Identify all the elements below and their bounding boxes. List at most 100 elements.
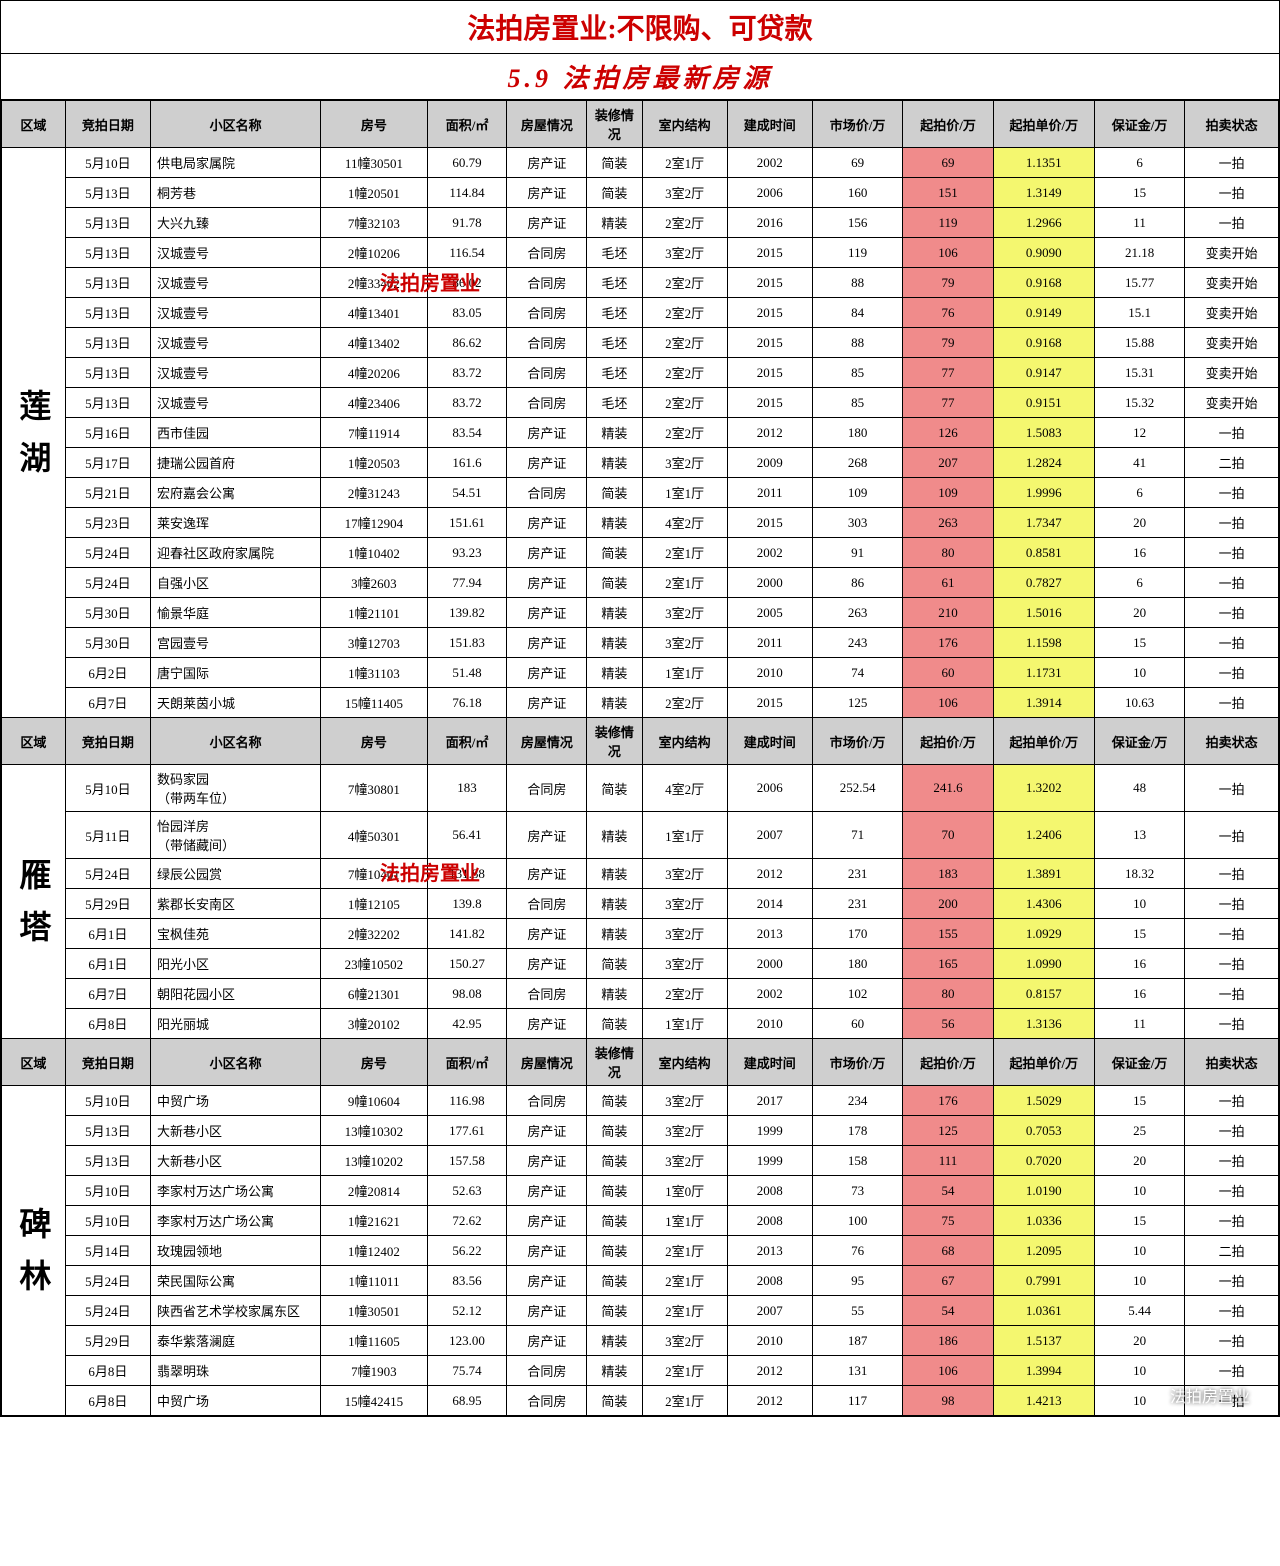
table-row: 莲湖5月10日供电局家属院11幢3050160.79房产证简装2室1厅20026… <box>2 148 1279 178</box>
cell: 126 <box>903 418 993 448</box>
cell: 4室2厅 <box>642 765 727 812</box>
col-header: 拍卖状态 <box>1185 1039 1279 1086</box>
cell: 2幢32202 <box>321 919 427 949</box>
cell: 3室2厅 <box>642 628 727 658</box>
cell: 2室1厅 <box>642 538 727 568</box>
cell: 131.88 <box>427 859 507 889</box>
cell: 简装 <box>587 1236 642 1266</box>
cell: 3室2厅 <box>642 178 727 208</box>
cell: 6 <box>1094 568 1184 598</box>
col-header: 面积/㎡ <box>427 718 507 765</box>
cell: 1幢31103 <box>321 658 427 688</box>
cell: 10 <box>1094 1266 1184 1296</box>
cell: 1.0190 <box>993 1176 1094 1206</box>
cell: 1幢12402 <box>321 1236 427 1266</box>
cell: 85 <box>812 388 902 418</box>
cell: 一拍 <box>1185 598 1279 628</box>
cell: 2室1厅 <box>642 568 727 598</box>
cell: 51.48 <box>427 658 507 688</box>
cell: 阳光小区 <box>150 949 320 979</box>
cell: 玫瑰园领地 <box>150 1236 320 1266</box>
cell: 5月24日 <box>65 1296 150 1326</box>
cell: 151.83 <box>427 628 507 658</box>
cell: 5月13日 <box>65 238 150 268</box>
table-row: 5月29日紫郡长安南区1幢12105139.8合同房精装3室2厅20142312… <box>2 889 1279 919</box>
cell: 263 <box>812 598 902 628</box>
cell: 3室2厅 <box>642 238 727 268</box>
col-header: 装修情况 <box>587 101 642 148</box>
col-header: 小区名称 <box>150 718 320 765</box>
cell: 1.9996 <box>993 478 1094 508</box>
cell: 1室1厅 <box>642 1206 727 1236</box>
cell: 2014 <box>727 889 812 919</box>
cell: 7幢11914 <box>321 418 427 448</box>
cell: 2010 <box>727 1009 812 1039</box>
cell: 56 <box>903 1009 993 1039</box>
cell: 2室1厅 <box>642 1266 727 1296</box>
cell: 宫园壹号 <box>150 628 320 658</box>
cell: 变卖开始 <box>1185 238 1279 268</box>
cell: 106 <box>903 1356 993 1386</box>
cell: 1.5137 <box>993 1326 1094 1356</box>
cell: 54 <box>903 1176 993 1206</box>
cell: 3室2厅 <box>642 598 727 628</box>
cell: 数码家园 （带两车位） <box>150 765 320 812</box>
cell: 1.3202 <box>993 765 1094 812</box>
cell: 54.51 <box>427 478 507 508</box>
table-row: 6月8日阳光丽城3幢2010242.95房产证简装1室1厅201060561.3… <box>2 1009 1279 1039</box>
cell: 20 <box>1094 508 1184 538</box>
col-header: 小区名称 <box>150 1039 320 1086</box>
table-row: 6月8日翡翠明珠7幢190375.74合同房精装2室1厅20121311061.… <box>2 1356 1279 1386</box>
cell: 5月13日 <box>65 358 150 388</box>
cell: 88 <box>812 328 902 358</box>
cell: 83.72 <box>427 358 507 388</box>
cell: 2室2厅 <box>642 208 727 238</box>
col-header: 保证金/万 <box>1094 101 1184 148</box>
cell: 7幢1903 <box>321 1356 427 1386</box>
cell: 房产证 <box>507 859 587 889</box>
cell: 2幢31243 <box>321 478 427 508</box>
cell: 一拍 <box>1185 949 1279 979</box>
cell: 0.9149 <box>993 298 1094 328</box>
cell: 5月13日 <box>65 178 150 208</box>
header-row: 区域竞拍日期小区名称房号面积/㎡房屋情况装修情况室内结构建成时间市场价/万起拍价… <box>2 101 1279 148</box>
cell: 5月24日 <box>65 568 150 598</box>
cell: 唐宁国际 <box>150 658 320 688</box>
cell: 1室1厅 <box>642 658 727 688</box>
cell: 0.9147 <box>993 358 1094 388</box>
table-row: 5月24日自强小区3幢260377.94房产证简装2室1厅200086610.7… <box>2 568 1279 598</box>
cell: 109 <box>812 478 902 508</box>
cell: 77.94 <box>427 568 507 598</box>
cell: 2室2厅 <box>642 979 727 1009</box>
cell: 2002 <box>727 148 812 178</box>
cell: 李家村万达广场公寓 <box>150 1176 320 1206</box>
cell: 简装 <box>587 538 642 568</box>
cell: 朝阳花园小区 <box>150 979 320 1009</box>
table-row: 5月10日李家村万达广场公寓2幢2081452.63房产证简装1室0厅20087… <box>2 1176 1279 1206</box>
cell: 2011 <box>727 478 812 508</box>
cell: 3室2厅 <box>642 1116 727 1146</box>
cell: 16 <box>1094 979 1184 1009</box>
cell: 2006 <box>727 765 812 812</box>
cell: 房产证 <box>507 178 587 208</box>
cell: 12 <box>1094 418 1184 448</box>
cell: 一拍 <box>1185 1146 1279 1176</box>
cell: 合同房 <box>507 238 587 268</box>
cell: 77 <box>903 358 993 388</box>
cell: 5月16日 <box>65 418 150 448</box>
cell: 0.9168 <box>993 268 1094 298</box>
cell: 5月29日 <box>65 889 150 919</box>
table-row: 5月13日汉城壹号4幢2020683.72合同房毛坯2室2厅201585770.… <box>2 358 1279 388</box>
cell: 86.62 <box>427 328 507 358</box>
cell: 精装 <box>587 979 642 1009</box>
cell: 桐芳巷 <box>150 178 320 208</box>
cell: 5月17日 <box>65 448 150 478</box>
cell: 3室2厅 <box>642 448 727 478</box>
cell: 简装 <box>587 1206 642 1236</box>
cell: 李家村万达广场公寓 <box>150 1206 320 1236</box>
cell: 3室2厅 <box>642 1086 727 1116</box>
cell: 150.27 <box>427 949 507 979</box>
table-row: 5月14日玫瑰园领地1幢1240256.22房产证简装2室1厅201376681… <box>2 1236 1279 1266</box>
cell: 一拍 <box>1185 148 1279 178</box>
cell: 2幢33402 <box>321 268 427 298</box>
